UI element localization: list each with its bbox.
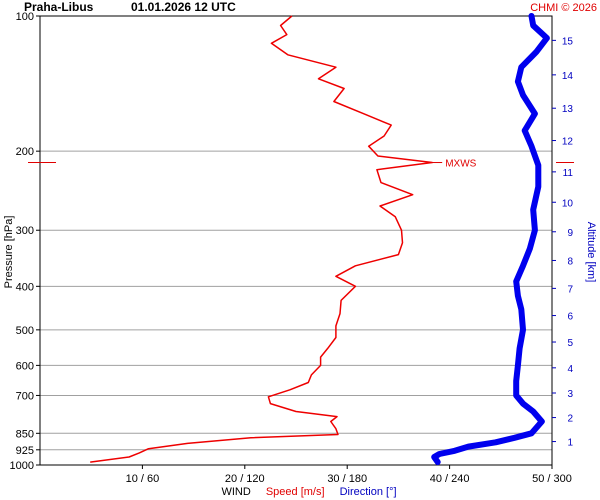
wind-tick-labels: 10 / 60 20 / 120 30 / 180 40 / 240 50 / 300 bbox=[126, 465, 572, 485]
pressure-tick-label: 700 bbox=[16, 390, 34, 402]
altitude-tick-label: 6 bbox=[567, 312, 573, 323]
pressure-tick-label: 200 bbox=[16, 146, 34, 158]
altitude-tick-label: 12 bbox=[562, 137, 574, 148]
wind-tick-label: 50 / 300 bbox=[532, 473, 572, 485]
altitude-tick-label: 15 bbox=[562, 36, 574, 47]
plot-frame bbox=[39, 15, 553, 466]
max-wind-label: MXWS bbox=[445, 159, 476, 170]
station-name: Praha-Libus bbox=[24, 0, 94, 14]
pressure-tick-label: 600 bbox=[16, 360, 34, 372]
pressure-gridlines bbox=[40, 150, 552, 451]
speed-profile-line bbox=[90, 15, 433, 463]
wind-tick-label: 20 / 120 bbox=[225, 473, 265, 485]
pressure-tick-label: 400 bbox=[16, 281, 34, 293]
pressure-tick-label: 500 bbox=[16, 325, 34, 337]
altitude-tick-label: 9 bbox=[567, 228, 573, 239]
altitude-tick-label: 3 bbox=[567, 389, 573, 400]
series-lines bbox=[90, 13, 550, 466]
altitude-tick-label: 1 bbox=[567, 438, 573, 449]
altitude-tick-label: 13 bbox=[562, 104, 574, 115]
pressure-tick-labels: 100 200 300 400 500 600 700 850 925 1000 bbox=[10, 11, 40, 472]
sounding-datetime: 01.01.2026 12 UTC bbox=[131, 0, 236, 14]
speed-axis-label: Speed [m/s] bbox=[266, 486, 325, 498]
direction-axis-label: Direction [°] bbox=[340, 486, 397, 498]
wind-tick-label: 40 / 240 bbox=[430, 473, 470, 485]
pressure-tick-label: 1000 bbox=[10, 460, 34, 472]
chmi-credit: CHMI © 2026 bbox=[530, 2, 597, 14]
altitude-tick-label: 8 bbox=[567, 256, 573, 267]
pressure-axis-label: Pressure [hPa] bbox=[3, 216, 15, 289]
direction-profile-line bbox=[431, 13, 550, 466]
altitude-tick-label: 10 bbox=[562, 198, 574, 209]
max-wind-marker-group: MXWS bbox=[28, 159, 574, 170]
altitude-tick-label: 2 bbox=[567, 414, 573, 425]
altitude-axis-label: Altitude [km] bbox=[585, 222, 597, 283]
altitude-tick-label: 4 bbox=[567, 364, 573, 375]
pressure-tick-label: 925 bbox=[16, 445, 34, 457]
pressure-tick-label: 850 bbox=[16, 428, 34, 440]
wind-tick-label: 10 / 60 bbox=[126, 473, 160, 485]
altitude-tick-label: 7 bbox=[567, 284, 573, 295]
pressure-tick-label: 300 bbox=[16, 225, 34, 237]
altitude-tick-label: 11 bbox=[563, 168, 574, 179]
x-axis-caption: WIND Speed [m/s] Direction [°] bbox=[221, 486, 396, 498]
altitude-tick-label: 14 bbox=[562, 71, 574, 82]
wind-tick-label: 30 / 180 bbox=[327, 473, 367, 485]
altitude-tick-label: 5 bbox=[567, 338, 573, 349]
wind-axis-label: WIND bbox=[221, 486, 250, 498]
pressure-tick-label: 100 bbox=[16, 11, 34, 23]
